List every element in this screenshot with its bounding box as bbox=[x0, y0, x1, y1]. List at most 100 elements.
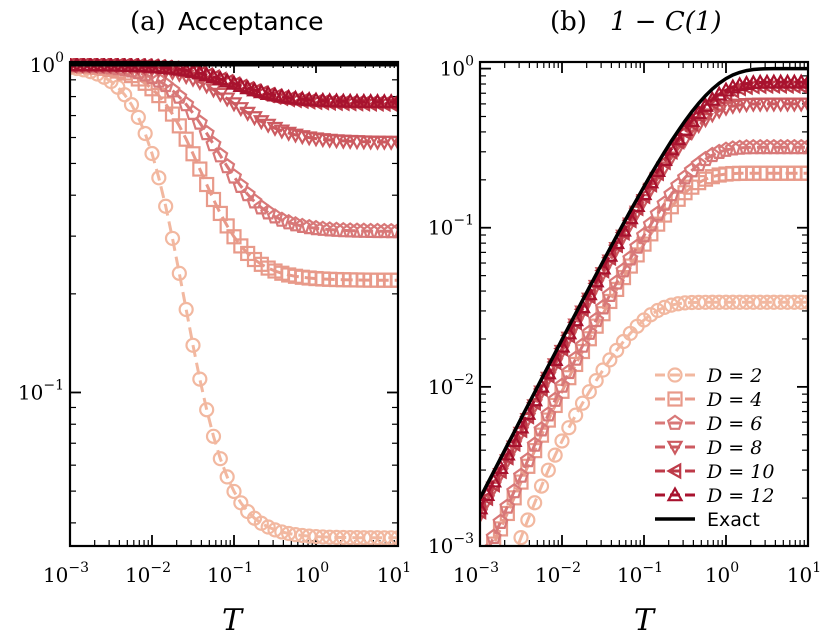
data-point bbox=[622, 250, 639, 266]
panel-a-xlabel: T bbox=[222, 603, 244, 638]
x-tick-label: 100 bbox=[295, 560, 329, 587]
data-point bbox=[683, 111, 701, 128]
data-point bbox=[205, 67, 222, 84]
legend-marker bbox=[666, 414, 684, 430]
data-point bbox=[198, 66, 216, 82]
data-point bbox=[212, 147, 229, 163]
data-point bbox=[239, 106, 257, 122]
legend-label: D = 12 bbox=[706, 485, 774, 507]
data-point bbox=[554, 433, 570, 449]
data-point bbox=[547, 391, 564, 407]
data-point bbox=[799, 73, 808, 89]
data-point bbox=[389, 93, 398, 109]
data-point bbox=[758, 138, 776, 155]
data-point bbox=[123, 97, 140, 113]
panel-b-xlabel: T bbox=[634, 603, 656, 638]
y-tick-label: 10−1 bbox=[18, 377, 64, 404]
axes-frame bbox=[68, 60, 400, 548]
data-point bbox=[494, 584, 507, 597]
data-point bbox=[252, 115, 270, 131]
y-tick-label: 10−2 bbox=[428, 372, 474, 399]
data-point bbox=[232, 102, 250, 118]
data-point bbox=[267, 522, 283, 538]
legend-marker bbox=[666, 462, 682, 480]
data-point bbox=[307, 219, 325, 236]
data-point bbox=[314, 220, 331, 236]
data-point bbox=[724, 140, 741, 156]
data-point bbox=[779, 138, 796, 155]
data-point bbox=[480, 587, 493, 600]
panel-a-plot: 10−3 10−2 10−1 100 101 10−1 100 bbox=[18, 50, 411, 587]
data-point bbox=[144, 145, 160, 162]
data-point bbox=[588, 311, 605, 328]
legend-label: D = 10 bbox=[706, 461, 774, 483]
x-tick-label: 10−2 bbox=[125, 560, 171, 587]
data-point bbox=[158, 198, 174, 214]
axes-frame bbox=[478, 60, 810, 548]
data-point bbox=[205, 191, 222, 208]
legend-marker bbox=[666, 486, 684, 502]
data-point bbox=[191, 114, 208, 130]
series-group bbox=[70, 58, 398, 546]
data-point bbox=[594, 299, 612, 315]
data-point bbox=[294, 217, 311, 233]
data-point bbox=[567, 350, 584, 366]
data-point bbox=[390, 530, 398, 546]
data-point bbox=[260, 519, 276, 535]
data-point bbox=[800, 294, 808, 310]
data-point bbox=[615, 333, 632, 350]
data-point bbox=[219, 469, 235, 485]
data-point bbox=[508, 549, 521, 562]
series-line-Exact bbox=[480, 66, 808, 499]
data-point bbox=[342, 222, 359, 238]
data-point bbox=[211, 70, 229, 86]
data-point bbox=[184, 104, 202, 121]
panel-a-title-prefix: (a) bbox=[130, 7, 166, 37]
data-point bbox=[252, 83, 270, 99]
data-point bbox=[635, 226, 653, 243]
data-point bbox=[752, 138, 769, 155]
data-point bbox=[178, 301, 194, 318]
data-point bbox=[540, 406, 557, 422]
data-point bbox=[710, 85, 728, 101]
panel-b-title: 1 − C(1) bbox=[610, 7, 722, 37]
data-point bbox=[198, 124, 215, 141]
data-point bbox=[225, 168, 243, 184]
legend-label: D = 2 bbox=[706, 365, 762, 387]
data-point bbox=[568, 407, 584, 423]
x-tick-label: 10−3 bbox=[43, 560, 89, 587]
x-tick-label: 10−2 bbox=[535, 560, 581, 587]
data-point bbox=[561, 420, 577, 436]
data-point bbox=[480, 499, 489, 515]
y-tick-label: 10−3 bbox=[428, 531, 474, 558]
data-point bbox=[137, 125, 153, 142]
data-point bbox=[711, 143, 728, 159]
data-point bbox=[581, 384, 597, 400]
data-point bbox=[799, 138, 808, 155]
data-point bbox=[512, 467, 530, 483]
data-point bbox=[629, 238, 646, 254]
series-group bbox=[480, 66, 808, 600]
data-point bbox=[225, 74, 243, 90]
data-point bbox=[745, 138, 762, 155]
data-point bbox=[540, 462, 556, 478]
data-point bbox=[355, 222, 372, 238]
data-point bbox=[527, 495, 543, 511]
x-tick-label: 10−3 bbox=[453, 560, 499, 587]
data-point bbox=[287, 216, 304, 232]
data-point bbox=[487, 587, 500, 600]
data-point bbox=[321, 221, 338, 237]
legend-marker bbox=[667, 367, 683, 383]
data-point bbox=[239, 79, 257, 95]
data-point bbox=[199, 176, 215, 193]
data-point bbox=[246, 81, 263, 97]
data-point bbox=[390, 272, 398, 288]
data-point bbox=[799, 97, 808, 113]
data-point bbox=[526, 436, 543, 452]
x-tick-label: 101 bbox=[787, 560, 821, 587]
data-point bbox=[513, 529, 529, 546]
data-point bbox=[151, 170, 167, 186]
data-point bbox=[717, 101, 735, 117]
